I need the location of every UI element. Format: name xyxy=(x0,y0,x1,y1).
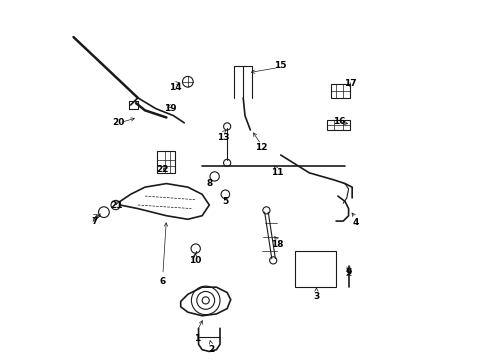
Text: 7: 7 xyxy=(92,217,98,226)
Text: 9: 9 xyxy=(345,268,352,277)
Text: 12: 12 xyxy=(255,143,268,152)
Text: 22: 22 xyxy=(157,165,169,174)
Text: 18: 18 xyxy=(271,240,283,249)
Text: 21: 21 xyxy=(110,201,122,210)
Text: 4: 4 xyxy=(352,219,359,228)
Text: 11: 11 xyxy=(271,168,283,177)
Text: 20: 20 xyxy=(112,118,124,127)
Text: 8: 8 xyxy=(206,179,212,188)
FancyBboxPatch shape xyxy=(295,251,336,287)
FancyBboxPatch shape xyxy=(331,84,350,98)
Text: 15: 15 xyxy=(274,61,287,70)
Text: 14: 14 xyxy=(169,83,182,92)
Text: 13: 13 xyxy=(218,132,230,141)
Text: 17: 17 xyxy=(344,79,357,88)
Text: 1: 1 xyxy=(194,334,200,343)
Text: 19: 19 xyxy=(164,104,176,113)
FancyBboxPatch shape xyxy=(327,120,350,130)
FancyBboxPatch shape xyxy=(157,152,175,173)
Text: 16: 16 xyxy=(333,117,346,126)
Text: 6: 6 xyxy=(160,277,166,286)
Text: 3: 3 xyxy=(313,292,319,301)
Text: 10: 10 xyxy=(189,256,201,265)
Text: 2: 2 xyxy=(208,345,214,354)
Text: 5: 5 xyxy=(222,197,228,206)
